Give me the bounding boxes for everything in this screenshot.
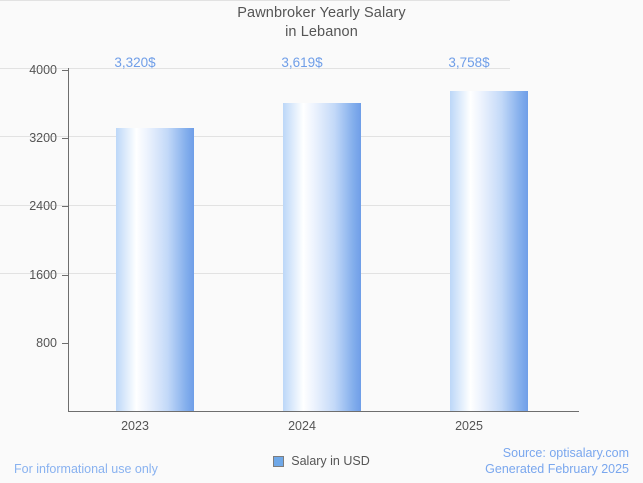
y-tick-mark-800 [62,343,68,344]
gridline-4000 [0,0,510,1]
bar-value-label-2023: 3,320$ [114,55,156,70]
chart-title-line1: Pawnbroker Yearly Salary [237,5,406,21]
x-tick-label-2024: 2024 [288,419,316,433]
gridline-800 [0,273,510,274]
bar-2024[interactable] [283,103,361,411]
y-tick-mark-1600 [62,275,68,276]
chart-legend: Salary in USD [0,454,643,468]
gridline-3200 [0,68,510,69]
y-tick-mark-2400 [62,206,68,207]
chart-subtitle: in Lebanon [285,24,358,40]
legend-swatch-icon [273,455,285,467]
footer-disclaimer: For informational use only [14,462,158,476]
footer-generated: Generated February 2025 [485,461,629,476]
bar-2025[interactable] [450,91,528,411]
bar-value-label-2025: 3,758$ [448,55,490,70]
x-tick-label-2023: 2023 [121,419,149,433]
y-tick-label-1600: 1600 [29,268,57,282]
bar-2023[interactable] [116,128,194,411]
plot-area [68,70,578,411]
legend-label-salary[interactable]: Salary in USD [291,454,370,468]
y-axis-line [68,68,69,412]
footer-source-block: Source: optisalary.com Generated Februar… [485,446,629,477]
y-tick-label-2400: 2400 [29,199,57,213]
x-tick-label-2025: 2025 [455,419,483,433]
y-tick-label-800: 800 [36,336,57,350]
gridline-1600 [0,205,510,206]
chart-title: Pawnbroker Yearly Salary in Lebanon [0,4,643,42]
bar-value-label-2024: 3,619$ [281,55,323,70]
gridline-2400 [0,136,510,137]
x-axis-line [68,411,579,412]
y-tick-mark-4000 [62,70,68,71]
footer-source: Source: optisalary.com [502,446,629,460]
y-tick-mark-3200 [62,138,68,139]
y-tick-label-4000: 4000 [29,63,57,77]
y-tick-label-3200: 3200 [29,131,57,145]
